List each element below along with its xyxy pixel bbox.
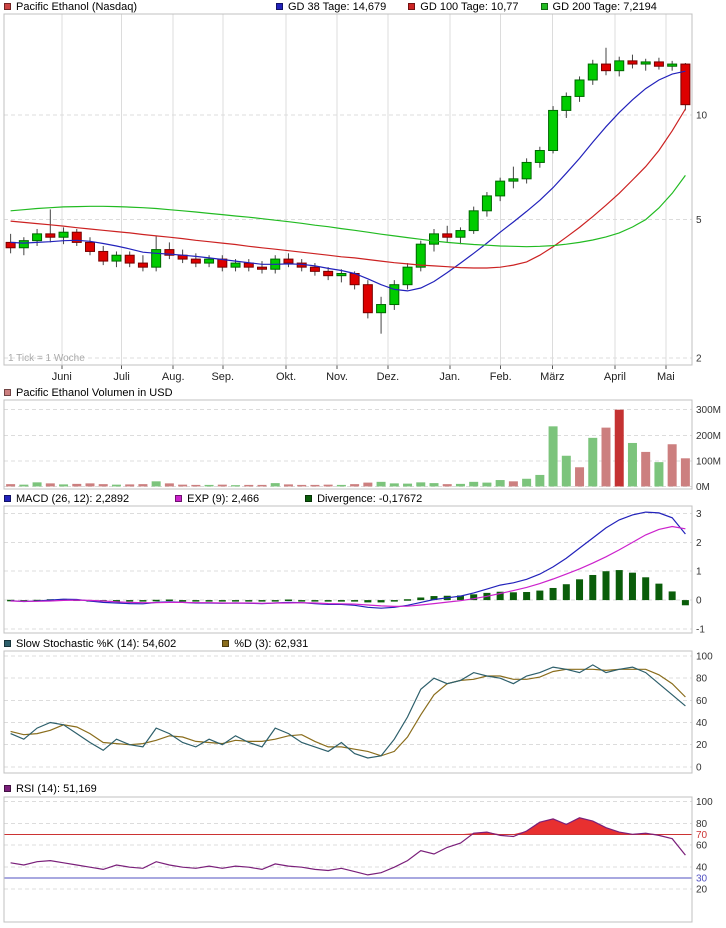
legend-label: GD 200 Tage: 7,2194 [552, 0, 657, 13]
exp-swatch [175, 495, 183, 502]
svg-text:300M: 300M [696, 405, 721, 416]
svg-text:April: April [604, 371, 626, 383]
svg-text:10: 10 [696, 110, 708, 121]
legend-item-macd: MACD (26, 12): 2,2892 [4, 493, 129, 505]
legend-label: GD 100 Tage: 10,77 [420, 0, 519, 13]
svg-text:Feb.: Feb. [490, 371, 512, 383]
legend-label: %D (3): 62,931 [234, 637, 309, 650]
gd38-swatch [276, 3, 283, 10]
svg-text:70: 70 [696, 830, 708, 841]
macd-panel: MACD (26, 12): 2,2892 EXP (9): 2,466 Div… [0, 492, 726, 635]
svg-text:2: 2 [696, 354, 702, 365]
stoch-k-swatch [4, 640, 11, 647]
svg-text:März: März [540, 371, 564, 383]
gd200-swatch [540, 3, 548, 10]
price-legend: Pacific Ethanol (Nasdaq) GD 38 Tage: 14,… [0, 0, 726, 13]
legend-item-divergence: Divergence: -0,17672 [305, 493, 422, 505]
legend-label: GD 38 Tage: 14,679 [288, 0, 387, 13]
svg-text:80: 80 [696, 819, 708, 830]
svg-text:2: 2 [696, 538, 702, 549]
svg-text:100M: 100M [696, 456, 721, 467]
legend-label: MACD (26, 12): 2,2892 [16, 492, 130, 505]
stochastic-panel: Slow Stochastic %K (14): 54,602 %D (3): … [0, 637, 726, 775]
legend-item-volume: Pacific Ethanol Volumen in USD [4, 387, 173, 399]
legend-label: Pacific Ethanol Volumen in USD [16, 386, 173, 399]
svg-text:Mai: Mai [657, 371, 675, 383]
divergence-swatch [305, 495, 313, 502]
volume-swatch [4, 389, 11, 396]
svg-text:20: 20 [696, 740, 708, 751]
svg-text:40: 40 [696, 718, 708, 729]
svg-text:60: 60 [696, 841, 708, 852]
svg-text:Dez.: Dez. [377, 371, 400, 383]
legend-item-stoch-k: Slow Stochastic %K (14): 54,602 [4, 638, 176, 650]
svg-text:-1: -1 [696, 624, 705, 635]
legend-item-gd38: GD 38 Tage: 14,679 [276, 1, 386, 13]
price-series-swatch [4, 3, 11, 10]
candles-group [5, 47, 691, 334]
svg-text:Juli: Juli [113, 371, 130, 383]
macd-chart: 3 2 1 0 -1 [3, 505, 705, 635]
svg-text:0M: 0M [696, 482, 710, 491]
svg-text:0: 0 [696, 596, 702, 607]
stoch-d-swatch [222, 640, 230, 647]
svg-text:1: 1 [696, 567, 702, 578]
legend-item-gd200: GD 200 Tage: 7,2194 [540, 0, 657, 13]
svg-text:100: 100 [696, 797, 713, 808]
legend-label: Slow Stochastic %K (14): 54,602 [16, 637, 177, 650]
stochastic-chart: 100 80 60 40 20 0 [3, 650, 713, 774]
legend-item-gd100: GD 100 Tage: 10,77 [408, 0, 519, 13]
price-panel: Pacific Ethanol (Nasdaq) GD 38 Tage: 14,… [0, 0, 726, 385]
rsi-legend: RSI (14): 51,169 [0, 782, 726, 795]
svg-text:Sep.: Sep. [211, 371, 234, 383]
price-chart: Juni Juli Aug. Sep. Okt. Nov. Dez. Jan. Feb. März… [3, 13, 708, 383]
macd-swatch [4, 495, 11, 502]
svg-text:40: 40 [696, 863, 708, 874]
svg-text:20: 20 [696, 885, 708, 896]
svg-text:60: 60 [696, 696, 708, 707]
legend-item-rsi: RSI (14): 51,169 [4, 783, 97, 795]
svg-text:Juni: Juni [52, 371, 72, 383]
svg-text:Okt.: Okt. [276, 371, 296, 383]
volume-panel: Pacific Ethanol Volumen in USD 300M 200M 1… [0, 386, 726, 491]
svg-text:100: 100 [696, 651, 713, 662]
svg-text:3: 3 [696, 509, 702, 520]
rsi-swatch [4, 785, 11, 792]
stochastic-legend: Slow Stochastic %K (14): 54,602 %D (3): … [0, 637, 726, 650]
rsi-panel: RSI (14): 51,169 100 80 70 60 40 30 20 [0, 782, 726, 925]
svg-text:200M: 200M [696, 431, 721, 442]
svg-text:30: 30 [696, 874, 708, 885]
legend-label: EXP (9): 2,466 [187, 492, 260, 505]
svg-text:5: 5 [696, 215, 702, 226]
legend-label: RSI (14): 51,169 [16, 782, 97, 795]
gd100-swatch [408, 3, 416, 10]
legend-item-stoch-d: %D (3): 62,931 [222, 638, 308, 650]
legend-label: Pacific Ethanol (Nasdaq) [16, 0, 138, 13]
svg-text:Jan.: Jan. [439, 371, 460, 383]
svg-text:0: 0 [696, 762, 702, 773]
svg-text:Aug.: Aug. [162, 371, 185, 383]
volume-chart: 300M 200M 100M 0M [3, 399, 721, 491]
svg-text:Nov.: Nov. [326, 371, 348, 383]
volume-legend: Pacific Ethanol Volumen in USD [0, 386, 726, 399]
legend-label: Divergence: -0,17672 [317, 492, 423, 505]
svg-text:1 Tick = 1 Woche: 1 Tick = 1 Woche [8, 353, 85, 364]
svg-text:80: 80 [696, 674, 708, 685]
legend-item-exp: EXP (9): 2,466 [175, 493, 259, 505]
macd-legend: MACD (26, 12): 2,2892 EXP (9): 2,466 Div… [0, 492, 726, 505]
legend-item-price-series: Pacific Ethanol (Nasdaq) [4, 1, 254, 13]
